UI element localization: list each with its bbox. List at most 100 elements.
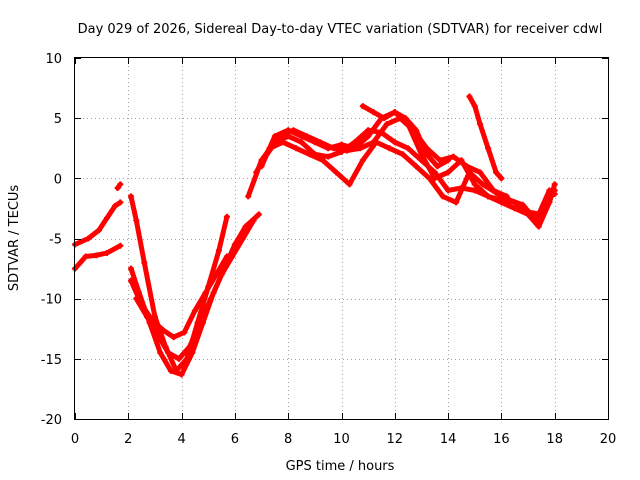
data-point xyxy=(111,203,118,210)
data-point xyxy=(391,109,398,116)
data-point xyxy=(535,223,542,230)
data-point xyxy=(317,139,324,146)
data-point xyxy=(399,151,406,158)
x-tick-label: 12 xyxy=(387,432,404,447)
x-tick-labels: 0 2 4 6 8 10 12 14 16 18 20 xyxy=(71,432,616,447)
data-point xyxy=(383,121,390,128)
data-point xyxy=(431,175,438,182)
series-arc-b xyxy=(72,243,123,272)
data-point xyxy=(82,253,89,260)
tick-layer xyxy=(75,58,609,420)
data-point xyxy=(511,205,518,212)
data-point xyxy=(330,145,337,152)
x-tick-label: 6 xyxy=(231,432,239,447)
series-pass-4 xyxy=(133,217,257,362)
data-point xyxy=(85,235,92,242)
series-day-4 xyxy=(264,115,510,199)
x-tick-label: 20 xyxy=(600,432,617,447)
data-point xyxy=(290,127,297,134)
x-tick-label: 8 xyxy=(284,432,292,447)
data-point xyxy=(151,313,158,320)
x-axis-label: GPS time / hours xyxy=(286,459,395,474)
data-point xyxy=(167,367,174,374)
data-point xyxy=(303,133,310,140)
data-point xyxy=(357,145,364,152)
data-point xyxy=(445,169,452,176)
data-point xyxy=(93,252,100,259)
data-point xyxy=(223,213,230,220)
data-point xyxy=(186,343,193,350)
series-layer xyxy=(72,93,558,378)
data-point xyxy=(95,227,102,234)
data-point xyxy=(370,109,377,116)
y-tick-label: -10 xyxy=(41,293,62,308)
data-point xyxy=(471,103,478,110)
data-point xyxy=(359,157,366,164)
data-point xyxy=(445,157,452,164)
data-point xyxy=(215,247,222,254)
data-point xyxy=(263,151,270,158)
data-point xyxy=(471,187,478,194)
data-point xyxy=(551,187,558,194)
data-point xyxy=(191,307,198,314)
y-tick-label: 0 xyxy=(54,172,62,187)
y-tick-label: -20 xyxy=(41,413,62,428)
plot-frame xyxy=(74,57,609,420)
chart-title: Day 029 of 2026, Sidereal Day-to-day VTE… xyxy=(78,22,603,37)
x-tick-label: 18 xyxy=(546,432,563,447)
data-point xyxy=(197,319,204,326)
series-arc-a xyxy=(72,199,123,247)
data-point xyxy=(103,215,110,222)
data-point xyxy=(413,127,420,134)
data-point xyxy=(413,163,420,170)
data-point xyxy=(157,349,164,356)
data-point xyxy=(239,235,246,242)
data-point xyxy=(202,289,209,296)
data-point xyxy=(141,259,148,266)
data-point xyxy=(439,193,446,200)
data-point xyxy=(143,313,150,320)
data-point xyxy=(170,334,177,341)
data-point xyxy=(498,175,505,182)
data-point xyxy=(218,271,225,278)
data-point xyxy=(181,329,188,336)
data-point xyxy=(466,93,473,100)
data-point xyxy=(546,187,553,194)
data-point xyxy=(479,181,486,188)
data-point xyxy=(117,242,124,249)
data-point xyxy=(343,147,350,154)
data-point xyxy=(117,181,124,188)
data-point xyxy=(463,163,470,170)
data-point xyxy=(165,349,172,356)
data-point xyxy=(319,157,326,164)
data-point xyxy=(477,121,484,128)
data-point xyxy=(365,133,372,140)
data-point xyxy=(255,211,262,218)
data-point xyxy=(133,295,140,302)
data-point xyxy=(338,141,345,148)
data-point xyxy=(450,153,457,160)
y-tick-label: 10 xyxy=(45,52,62,67)
data-point xyxy=(426,175,433,182)
data-point xyxy=(503,193,510,200)
data-point xyxy=(423,151,430,158)
data-point xyxy=(471,181,478,188)
data-point xyxy=(223,253,230,260)
data-point xyxy=(133,217,140,224)
data-point xyxy=(386,145,393,152)
data-point xyxy=(103,249,110,256)
data-point xyxy=(127,193,134,200)
data-point xyxy=(485,193,492,200)
data-point xyxy=(127,265,134,272)
data-point xyxy=(405,145,412,152)
x-tick-label: 14 xyxy=(440,432,457,447)
data-point xyxy=(370,139,377,146)
data-point xyxy=(498,196,505,203)
data-point xyxy=(346,181,353,188)
data-point xyxy=(391,139,398,146)
data-point xyxy=(551,181,558,188)
data-point xyxy=(271,133,278,140)
data-point xyxy=(117,199,124,206)
x-tick-label: 4 xyxy=(177,432,185,447)
